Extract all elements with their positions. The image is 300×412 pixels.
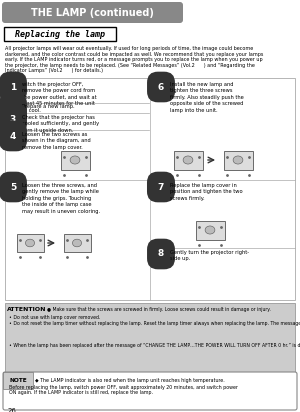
Text: All projector lamps will wear out eventually. If used for long periods of time, : All projector lamps will wear out eventu… [5, 46, 253, 51]
Text: 6: 6 [158, 82, 164, 91]
Ellipse shape [233, 156, 243, 164]
Text: witch the projector OFF,
remove the power cord from
the power outlet, and wait a: witch the projector OFF, remove the powe… [22, 82, 97, 112]
Text: Loosen the two screws as
shown in the diagram, and
remove the lamp cover.: Loosen the two screws as shown in the di… [22, 132, 91, 150]
Text: Install the new lamp and
tighten the three screws
firmly. Also steadily push the: Install the new lamp and tighten the thr… [170, 82, 244, 112]
Text: Indicator Lamps” (Vol.2      ) for details.): Indicator Lamps” (Vol.2 ) for details.) [5, 68, 103, 73]
FancyBboxPatch shape [5, 303, 295, 372]
FancyBboxPatch shape [64, 234, 91, 252]
FancyBboxPatch shape [61, 150, 89, 169]
Text: NOTE: NOTE [9, 378, 27, 383]
Text: 7: 7 [158, 183, 164, 192]
FancyBboxPatch shape [196, 220, 224, 239]
Text: Check that the projector has
cooled sufficiently, and gently
turn it upside down: Check that the projector has cooled suff… [22, 115, 99, 133]
FancyBboxPatch shape [4, 27, 116, 41]
Ellipse shape [205, 226, 215, 234]
Text: 1: 1 [10, 82, 16, 91]
Text: THE LAMP (continued): THE LAMP (continued) [31, 7, 153, 17]
Text: 2: 2 [10, 103, 16, 112]
Ellipse shape [183, 156, 193, 164]
Text: ATTENTION: ATTENTION [7, 307, 46, 312]
Text: Gently turn the projector right-
side up.: Gently turn the projector right- side up… [170, 250, 249, 261]
Text: early. If the LAMP indicator turns red, or a message prompts you to replace the : early. If the LAMP indicator turns red, … [5, 57, 262, 62]
FancyBboxPatch shape [2, 2, 183, 23]
Text: Loosen the three screws, and
gently remove the lamp while
holding the grips. Tou: Loosen the three screws, and gently remo… [22, 183, 100, 213]
FancyBboxPatch shape [224, 150, 253, 169]
Text: 3: 3 [10, 115, 16, 124]
Text: • When the lamp has been replaced after the message of “CHANGE THE LAMP…THE POWE: • When the lamp has been replaced after … [9, 343, 300, 348]
Text: 26: 26 [8, 408, 17, 412]
Text: Replace the lamp cover in
position and tighten the two
screws firmly.: Replace the lamp cover in position and t… [170, 183, 243, 201]
Text: ON again. If the LAMP indicator is still red, replace the lamp.: ON again. If the LAMP indicator is still… [9, 390, 153, 395]
Ellipse shape [73, 239, 82, 247]
Text: • Do not use with lamp cover removed.: • Do not use with lamp cover removed. [9, 315, 101, 320]
Text: ◆ The LAMP indicator is also red when the lamp unit reaches high temperature.: ◆ The LAMP indicator is also red when th… [35, 378, 225, 383]
FancyBboxPatch shape [16, 234, 44, 252]
Text: Before replacing the lamp, switch power OFF, wait approximately 20 minutes, and : Before replacing the lamp, switch power … [9, 384, 238, 389]
Text: Prepare a new lamp.: Prepare a new lamp. [22, 104, 75, 109]
Text: 4: 4 [10, 131, 16, 140]
FancyBboxPatch shape [5, 78, 295, 300]
FancyBboxPatch shape [3, 372, 297, 410]
Text: ● Make sure that the screws are screwed in firmly. Loose screws could result in : ● Make sure that the screws are screwed … [47, 307, 271, 312]
Text: 8: 8 [158, 250, 164, 258]
Text: Replacing the lamp: Replacing the lamp [15, 30, 105, 38]
Text: darkened, and the color contrast could be impacted as well. We recommend that yo: darkened, and the color contrast could b… [5, 52, 263, 56]
Text: the projector, the lamp needs to be replaced. (See “Related Messages” (Vol.2    : the projector, the lamp needs to be repl… [5, 63, 255, 68]
Text: • Do not reset the lamp timer without replacing the lamp. Reset the lamp timer a: • Do not reset the lamp timer without re… [9, 321, 300, 326]
Text: 5: 5 [10, 183, 16, 192]
Ellipse shape [26, 239, 34, 247]
Ellipse shape [70, 156, 80, 164]
FancyBboxPatch shape [173, 150, 202, 169]
